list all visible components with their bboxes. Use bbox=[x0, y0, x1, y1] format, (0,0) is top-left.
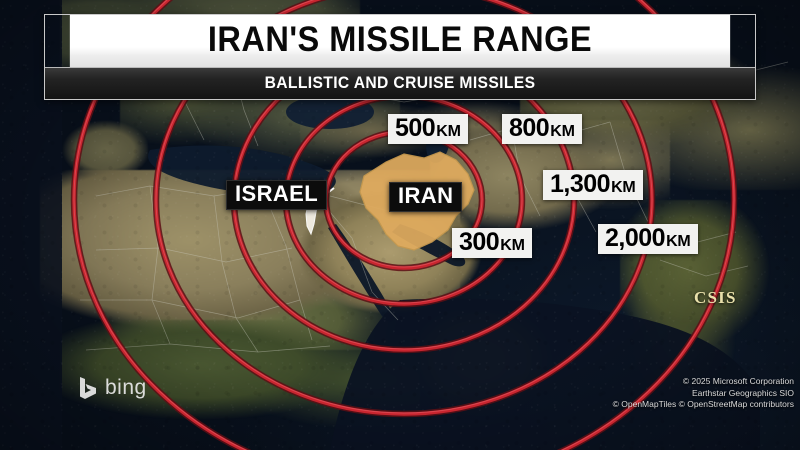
range-label-300km: 300KM bbox=[452, 228, 532, 258]
bing-logo-text: bing bbox=[105, 376, 147, 399]
map-attribution: © 2025 Microsoft Corporation Earthstar G… bbox=[613, 376, 794, 411]
range-label-300km-unit: KM bbox=[500, 237, 525, 254]
range-label-1300km: 1,300KM bbox=[543, 170, 643, 200]
range-label-1300km-unit: KM bbox=[611, 179, 636, 196]
range-label-300km-value: 300 bbox=[459, 228, 500, 256]
bing-swoosh-icon bbox=[80, 377, 96, 399]
range-label-2000km: 2,000KM bbox=[598, 224, 698, 254]
page-subtitle: BALLISTIC AND CRUISE MISSILES bbox=[264, 72, 536, 92]
place-label-israel: ISRAEL bbox=[226, 180, 328, 210]
bing-logo: bing bbox=[78, 376, 147, 400]
range-label-800km-value: 800 bbox=[509, 114, 550, 142]
range-label-500km-unit: KM bbox=[436, 123, 461, 140]
subtitle-bar: BALLISTIC AND CRUISE MISSILES bbox=[45, 66, 755, 99]
attribution-line-1: © 2025 Microsoft Corporation bbox=[682, 376, 794, 386]
range-label-2000km-unit: KM bbox=[666, 233, 691, 250]
title-banner: IRAN'S MISSILE RANGE BALLISTIC AND CRUIS… bbox=[44, 14, 756, 100]
source-watermark-csis: CSIS bbox=[694, 288, 737, 307]
attribution-line-2: Earthstar Geographics SIO bbox=[691, 387, 794, 398]
range-label-2000km-value: 2,000 bbox=[605, 224, 666, 252]
page-title: IRAN'S MISSILE RANGE bbox=[69, 15, 731, 67]
range-label-800km: 800KM bbox=[502, 114, 582, 144]
range-label-500km: 500KM bbox=[388, 114, 468, 144]
place-label-iran: IRAN bbox=[389, 182, 463, 212]
attribution-line-3: © OpenMapTiles © OpenStreetMap contribut… bbox=[612, 399, 794, 410]
range-label-500km-value: 500 bbox=[395, 114, 436, 142]
range-label-1300km-value: 1,300 bbox=[550, 170, 611, 198]
range-label-800km-unit: KM bbox=[550, 123, 575, 140]
